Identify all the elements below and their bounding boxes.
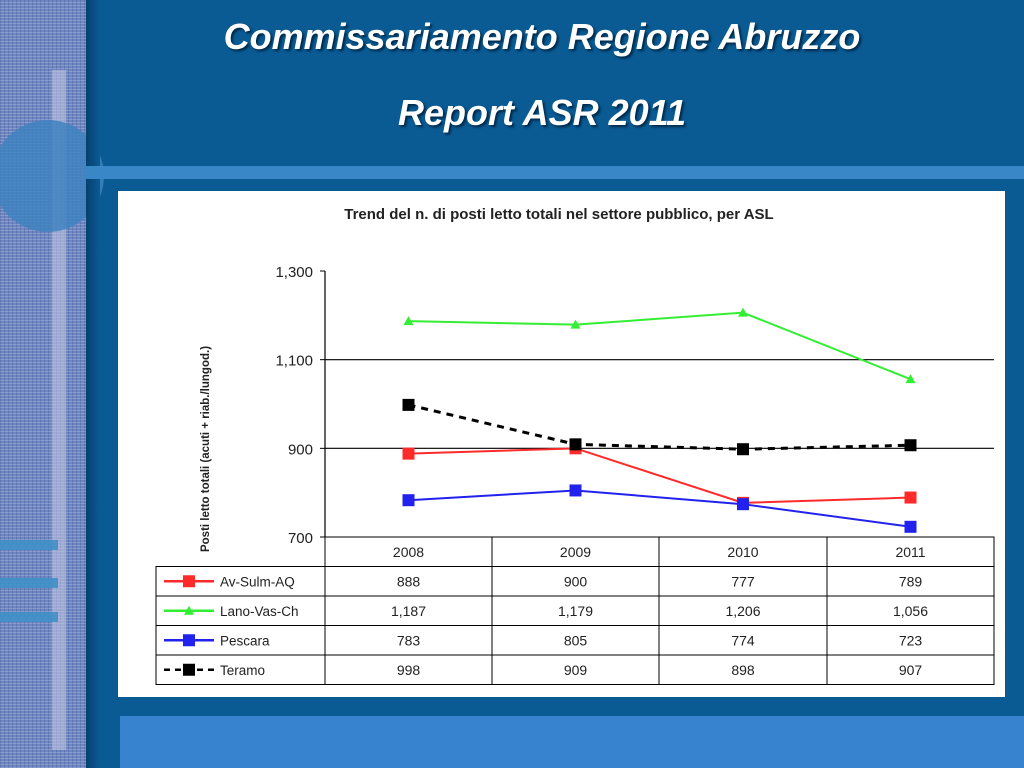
x-tick-label: 2011 [895, 544, 925, 560]
data-point [737, 498, 749, 511]
legend-label: Teramo [220, 663, 265, 678]
table-cell-value: 723 [899, 632, 923, 648]
series-line [408, 311, 911, 381]
table-cell-value: 1,187 [391, 603, 426, 619]
slide-title: Commissariamento Regione Abruzzo [223, 16, 861, 57]
data-point [569, 438, 582, 451]
legend-label: Av-Sulm-AQ [220, 574, 295, 589]
decorative-stripe [0, 612, 58, 622]
y-tick-label: 1,100 [275, 353, 313, 370]
table-cell-value: 1,179 [558, 603, 593, 619]
side-texture [0, 0, 86, 768]
table-cell-value: 907 [899, 662, 923, 678]
table-cell-value: 900 [564, 573, 588, 589]
y-tick-label: 900 [288, 441, 313, 458]
table-cell-value: 1,056 [893, 603, 928, 619]
y-axis-label: Posti letto totali (acuti + riab./lungod… [200, 346, 212, 552]
legend-marker [183, 663, 195, 676]
table-cell-value: 789 [899, 573, 923, 589]
decorative-stripe [0, 540, 58, 550]
data-point [570, 319, 581, 329]
data-point [905, 374, 916, 384]
legend-label: Pescara [220, 633, 270, 648]
slide-subtitle: Report ASR 2011 [397, 92, 687, 133]
data-point [904, 439, 917, 452]
data-point [402, 398, 415, 411]
data-point [904, 520, 917, 533]
table-cell-value: 898 [731, 662, 755, 678]
legend-marker [184, 605, 194, 615]
x-tick-label: 2009 [560, 544, 591, 560]
footer-band [120, 716, 1024, 768]
table-cell-value: 777 [731, 573, 755, 589]
y-tick-label: 1,300 [275, 264, 313, 281]
x-tick-label: 2008 [393, 544, 424, 560]
table-cell-value: 774 [731, 632, 755, 648]
table-cell-value: 998 [397, 662, 421, 678]
decorative-stripe [0, 578, 58, 588]
line-chart: Trend del n. di posti letto totali nel s… [155, 206, 995, 685]
legend-marker [183, 634, 195, 647]
table-cell-value: 783 [397, 632, 421, 648]
data-point [904, 491, 917, 504]
legend-label: Lano-Vas-Ch [220, 604, 299, 619]
data-point [569, 484, 582, 497]
data-point [737, 443, 749, 456]
x-tick-label: 2010 [727, 544, 758, 560]
series-line [408, 447, 911, 504]
legend-marker [183, 575, 195, 588]
table-cell-value: 1,206 [725, 603, 760, 619]
table-cell-value: 909 [564, 662, 588, 678]
data-point [738, 307, 748, 317]
data-point [402, 447, 415, 460]
data-point [403, 316, 414, 326]
data-point [402, 494, 415, 507]
series-line [408, 489, 911, 528]
side-shadow [86, 0, 100, 768]
y-tick-label: 700 [288, 530, 313, 547]
chart-panel: Trend del n. di posti letto totali nel s… [118, 191, 1005, 697]
series-line [408, 403, 911, 451]
chart-title: Trend del n. di posti letto totali nel s… [344, 206, 773, 223]
table-cell-value: 888 [397, 573, 421, 589]
table-cell-value: 805 [564, 632, 588, 648]
header-divider-band [86, 166, 1024, 179]
